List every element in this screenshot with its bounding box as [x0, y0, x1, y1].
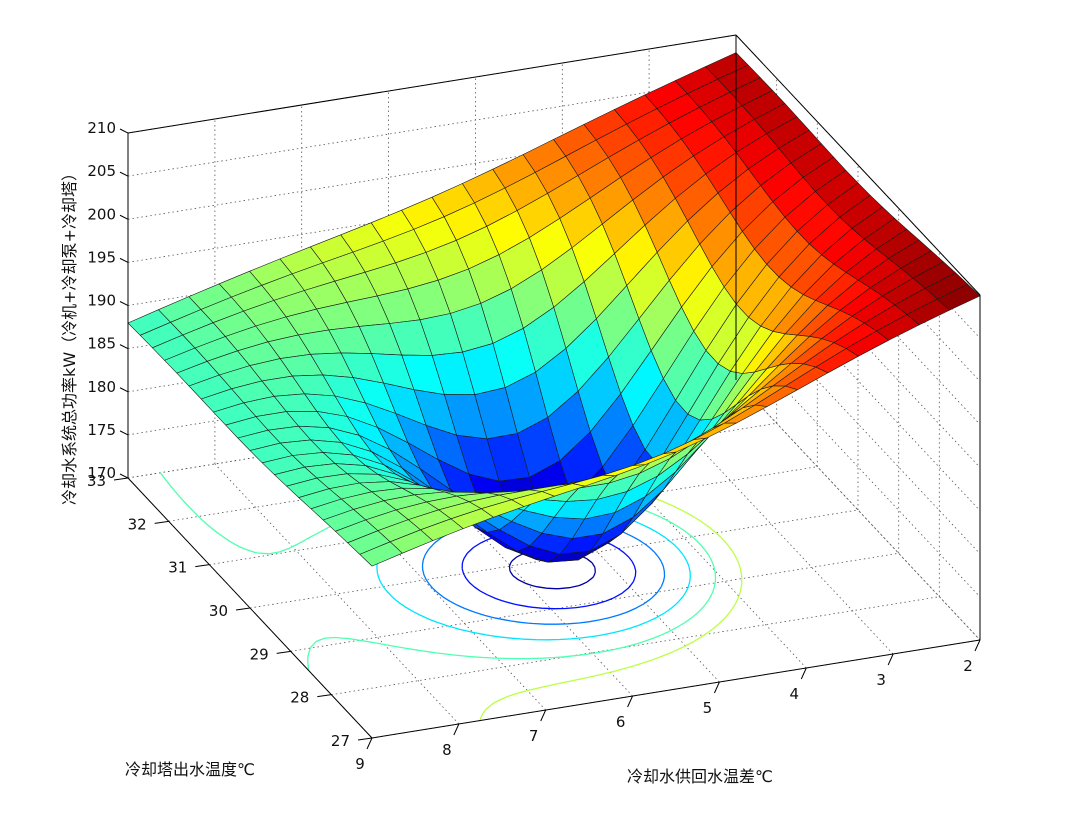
x-tick-label: 3	[876, 671, 886, 689]
y-tick-label: 29	[250, 645, 269, 663]
z-tick-mark	[119, 214, 129, 220]
frame-edge	[127, 34, 737, 134]
z-tick-label: 205	[87, 162, 116, 180]
z-tick-label: 200	[87, 205, 116, 223]
z-tick-label: 185	[87, 335, 116, 353]
x-tick-mark	[800, 667, 807, 680]
z-tick-label: 175	[87, 421, 116, 439]
x-tick-label: 6	[616, 713, 626, 731]
x-tick-mark	[627, 695, 634, 708]
x-axis-label: 冷却水供回水温差℃	[627, 767, 773, 786]
y-axis-label: 冷却塔出水温度℃	[125, 760, 255, 779]
y-tick-mark	[154, 520, 169, 524]
x-tick-mark	[713, 681, 720, 694]
z-tick-label: 170	[87, 464, 116, 482]
grid-line	[331, 596, 940, 696]
z-tick-mark	[119, 430, 129, 436]
surface-mesh	[127, 52, 981, 567]
x-tick-mark	[453, 723, 460, 736]
grid-line	[290, 552, 899, 652]
z-tick-mark	[119, 301, 129, 306]
y-tick-mark	[276, 650, 291, 654]
x-tick-mark	[540, 709, 547, 722]
z-tick-label: 190	[87, 292, 116, 310]
z-tick-mark	[119, 128, 129, 134]
y-tick-label: 32	[128, 515, 147, 533]
x-tick-label: 5	[703, 699, 713, 717]
axis-frame	[127, 34, 981, 739]
z-tick-label: 180	[87, 378, 116, 396]
z-axis-label: 冷却水系统总功率kW（冷机+冷却泵+冷却塔）	[60, 165, 79, 505]
z-tick-label: 195	[87, 248, 116, 266]
x-tick-mark	[887, 653, 894, 666]
y-tick-label: 33	[87, 472, 106, 490]
frame-edge	[371, 639, 981, 739]
grid-line	[214, 463, 460, 725]
y-tick-mark	[317, 694, 332, 698]
y-tick-mark	[235, 607, 251, 611]
z-tick-label: 210	[87, 119, 116, 137]
grid-line	[249, 509, 859, 609]
y-tick-mark	[113, 477, 129, 481]
x-tick-label: 9	[355, 755, 365, 773]
x-tick-label: 4	[790, 685, 800, 703]
surface-face	[937, 283, 981, 311]
x-tick-mark	[974, 639, 981, 652]
grid-line	[209, 466, 818, 566]
frame-edge	[735, 34, 981, 296]
y-tick-label: 31	[168, 559, 187, 577]
y-tick-label: 27	[331, 732, 350, 750]
y-tick-mark	[195, 564, 210, 568]
z-tick-mark	[119, 171, 129, 177]
z-tick-mark	[119, 387, 129, 393]
x-tick-label: 2	[963, 657, 973, 675]
z-tick-mark	[119, 344, 129, 350]
y-tick-label: 28	[290, 689, 309, 707]
y-tick-label: 30	[209, 602, 228, 620]
x-tick-label: 7	[529, 727, 539, 745]
z-tick-mark	[119, 257, 129, 263]
y-tick-mark	[357, 737, 373, 741]
x-tick-mark	[366, 737, 373, 750]
x-tick-label: 8	[442, 741, 452, 759]
z-tick-mark	[119, 473, 129, 479]
